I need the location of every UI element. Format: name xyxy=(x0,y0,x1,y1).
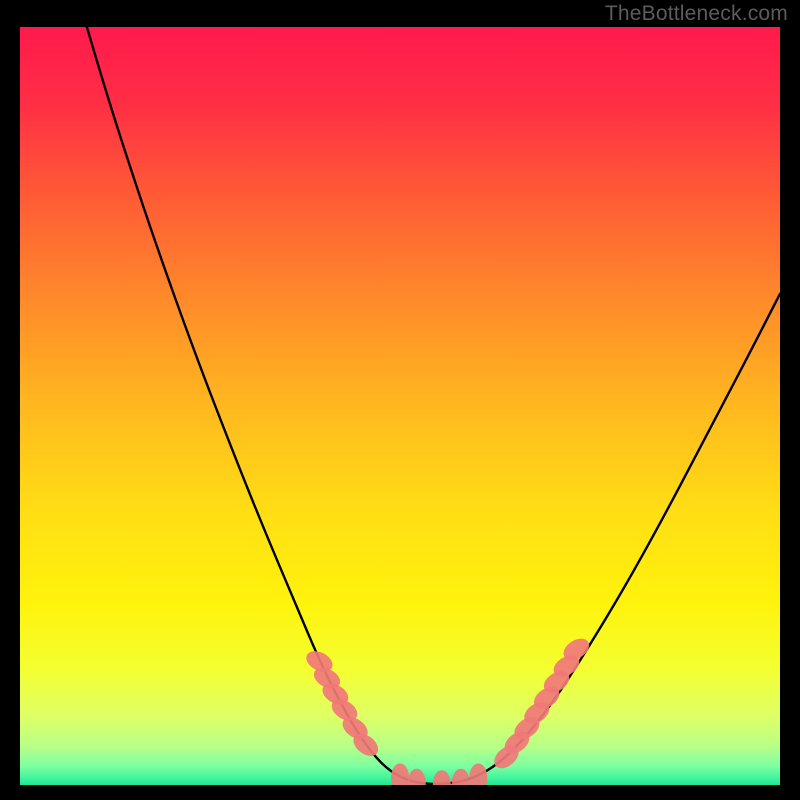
chart-plot-area xyxy=(20,27,780,785)
curve-marker xyxy=(408,769,426,785)
curve-marker xyxy=(391,763,409,785)
chart-svg-layer xyxy=(20,27,780,785)
curve-marker xyxy=(433,770,451,785)
curve-marker xyxy=(452,769,470,785)
watermark-label: TheBottleneck.com xyxy=(605,2,788,26)
bottleneck-curve xyxy=(87,27,780,784)
marker-group xyxy=(303,634,593,785)
curve-marker xyxy=(469,763,487,785)
